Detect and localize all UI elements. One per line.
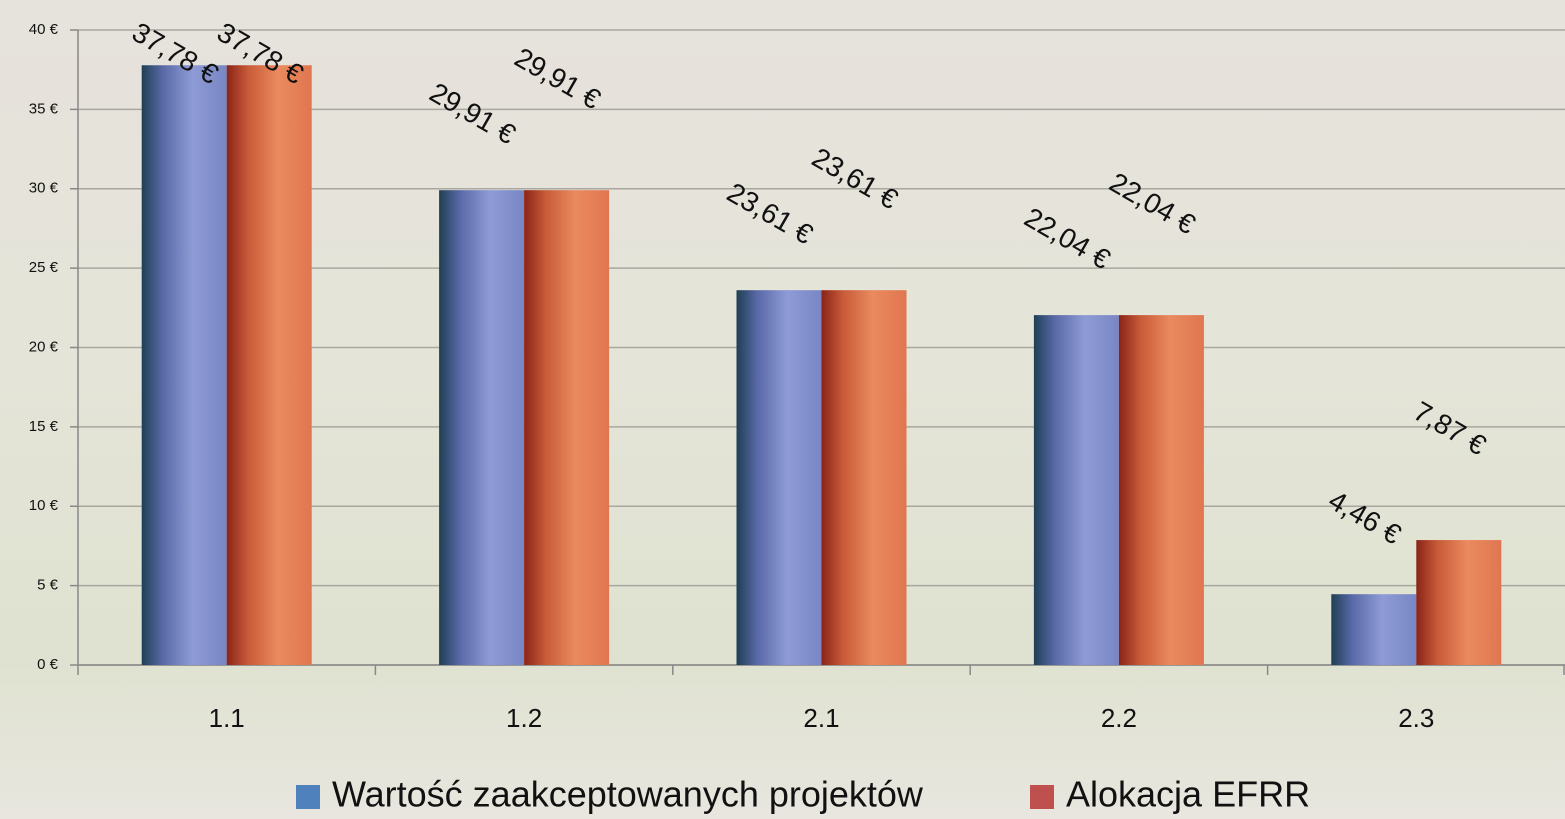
x-tick-label: 2.3 [1398, 703, 1434, 733]
y-tick-label: 40 € [29, 21, 59, 38]
legend-swatch [1030, 785, 1054, 809]
y-tick-label: 15 € [29, 418, 59, 435]
x-tick-label: 2.2 [1101, 703, 1137, 733]
x-tick-label: 1.2 [506, 703, 542, 733]
y-tick-label: 20 € [29, 338, 59, 355]
legend-label: Wartość zaakceptowanych projektów [332, 774, 924, 815]
legend-label: Alokacja EFRR [1066, 774, 1310, 815]
y-tick-label: 0 € [37, 656, 59, 673]
y-tick-label: 35 € [29, 100, 59, 117]
x-tick-label: 2.1 [803, 703, 839, 733]
bar [1416, 540, 1502, 665]
bar [524, 190, 610, 665]
bar [736, 290, 822, 665]
bar [1033, 315, 1119, 665]
y-tick-label: 25 € [29, 259, 59, 276]
bar [1331, 594, 1417, 665]
legend-swatch [296, 785, 320, 809]
y-tick-label: 30 € [29, 180, 59, 197]
y-tick-label: 10 € [29, 497, 59, 514]
bar [141, 65, 227, 666]
bar [226, 65, 312, 666]
x-tick-label: 1.1 [209, 703, 245, 733]
y-tick-label: 5 € [37, 577, 59, 594]
bar [1118, 315, 1204, 665]
bar [439, 190, 525, 665]
bar [821, 290, 907, 665]
